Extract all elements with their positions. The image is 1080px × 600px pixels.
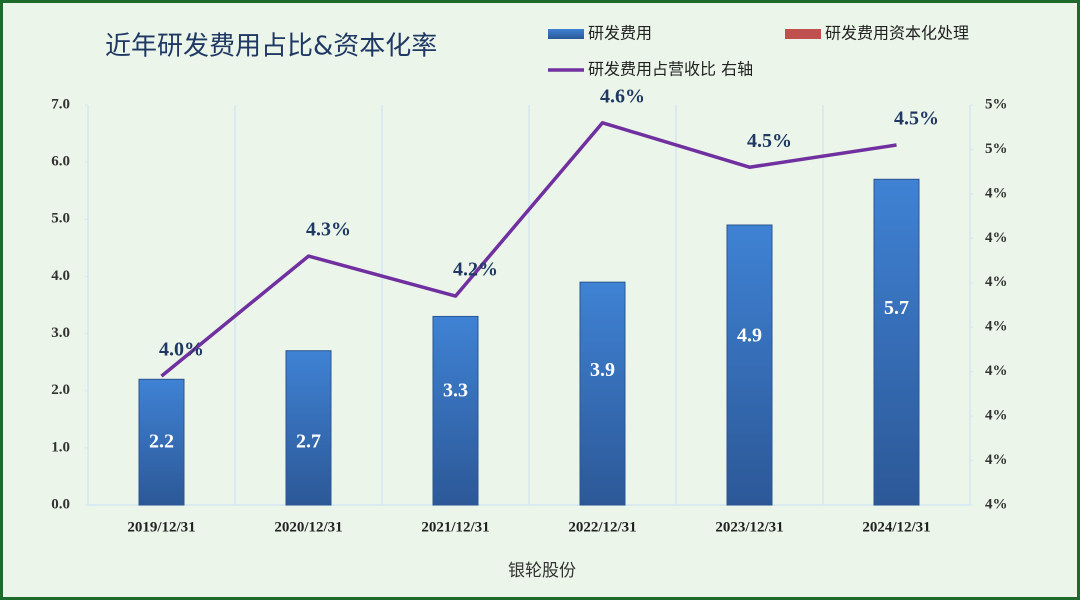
y-tick-label: 3.0: [51, 325, 70, 341]
legend-label: 研发费用资本化处理: [825, 24, 969, 43]
bar-value-label: 3.3: [443, 379, 468, 401]
line-value-label: 4.0%: [159, 339, 204, 361]
line-value-label: 4.3%: [306, 219, 351, 241]
legend-label: 研发费用占营收比 右轴: [588, 60, 753, 79]
y2-tick-label: 4%: [985, 452, 1008, 468]
y-tick-label: 5.0: [51, 211, 70, 227]
y2-tick-label: 4%: [985, 230, 1008, 246]
y2-tick-label: 4%: [985, 496, 1008, 512]
y2-tick-label: 5%: [985, 141, 1008, 157]
line-value-label: 4.2%: [453, 259, 498, 281]
y2-tick-label: 4%: [985, 408, 1008, 424]
y2-tick-label: 4%: [985, 363, 1008, 379]
line: [160, 121, 897, 378]
legend-swatch: [548, 29, 584, 39]
bar: [726, 224, 773, 506]
bar: [432, 315, 479, 506]
x-tick-label: 2023/12/31: [715, 519, 783, 535]
bar-value-label: 4.9: [737, 325, 762, 347]
bar: [285, 350, 332, 506]
bar-value-label: 2.2: [149, 431, 174, 453]
y2-tick-label: 5%: [985, 96, 1008, 112]
x-tick-label: 2020/12/31: [274, 519, 342, 535]
x-axis-label: 银轮股份: [508, 561, 576, 581]
y-tick-label: 7.0: [51, 96, 70, 112]
bar: [873, 178, 920, 506]
y-tick-label: 6.0: [51, 154, 70, 170]
bar-value-label: 2.7: [296, 431, 321, 453]
chart-title: 近年研发费用占比&资本化率: [105, 32, 437, 62]
x-tick-label: 2022/12/31: [568, 519, 636, 535]
bar: [579, 281, 626, 506]
y-tick-label: 4.0: [51, 268, 70, 284]
y2-tick-label: 4%: [985, 274, 1008, 290]
line-value-label: 4.5%: [894, 108, 939, 130]
bar: [138, 378, 185, 506]
x-tick-label: 2021/12/31: [421, 519, 489, 535]
y-tick-label: 1.0: [51, 439, 70, 455]
y-tick-label: 2.0: [51, 382, 70, 398]
x-tick-label: 2024/12/31: [862, 519, 930, 535]
legend-swatch: [785, 29, 821, 39]
legend-label: 研发费用: [588, 24, 652, 43]
y2-tick-label: 4%: [985, 185, 1008, 201]
line-value-label: 4.6%: [600, 85, 645, 107]
y-tick-label: 0.0: [51, 496, 70, 512]
x-tick-label: 2019/12/31: [127, 519, 195, 535]
bar-value-label: 5.7: [884, 297, 909, 319]
line-value-label: 4.5%: [747, 130, 792, 152]
y2-tick-label: 4%: [985, 319, 1008, 335]
bar-value-label: 3.9: [590, 359, 615, 381]
